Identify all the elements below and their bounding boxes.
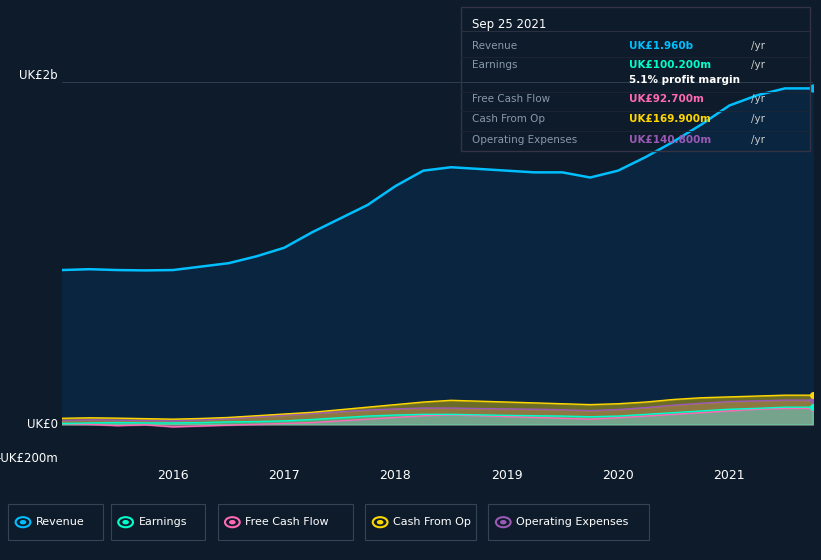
- Text: 5.1% profit margin: 5.1% profit margin: [629, 76, 740, 86]
- Text: Sep 25 2021: Sep 25 2021: [472, 18, 546, 31]
- Text: UK£140.800m: UK£140.800m: [629, 134, 711, 144]
- Text: Cash From Op: Cash From Op: [393, 517, 471, 527]
- Text: Earnings: Earnings: [472, 59, 517, 69]
- Text: Operating Expenses: Operating Expenses: [472, 134, 577, 144]
- Text: UK£1.960b: UK£1.960b: [629, 41, 693, 51]
- Text: /yr: /yr: [751, 59, 765, 69]
- Text: Revenue: Revenue: [36, 517, 85, 527]
- Text: Earnings: Earnings: [139, 517, 187, 527]
- Text: UK£169.900m: UK£169.900m: [629, 114, 711, 124]
- Text: Free Cash Flow: Free Cash Flow: [245, 517, 329, 527]
- Text: Free Cash Flow: Free Cash Flow: [472, 94, 550, 104]
- Text: UK£0: UK£0: [27, 418, 57, 431]
- Text: Revenue: Revenue: [472, 41, 517, 51]
- Text: -UK£200m: -UK£200m: [0, 452, 57, 465]
- Text: Cash From Op: Cash From Op: [472, 114, 545, 124]
- Text: UK£2b: UK£2b: [19, 68, 57, 82]
- Text: UK£100.200m: UK£100.200m: [629, 59, 711, 69]
- Text: /yr: /yr: [751, 134, 765, 144]
- Text: UK£92.700m: UK£92.700m: [629, 94, 704, 104]
- Text: /yr: /yr: [751, 114, 765, 124]
- Text: Operating Expenses: Operating Expenses: [516, 517, 629, 527]
- Text: /yr: /yr: [751, 94, 765, 104]
- Text: /yr: /yr: [751, 41, 765, 51]
